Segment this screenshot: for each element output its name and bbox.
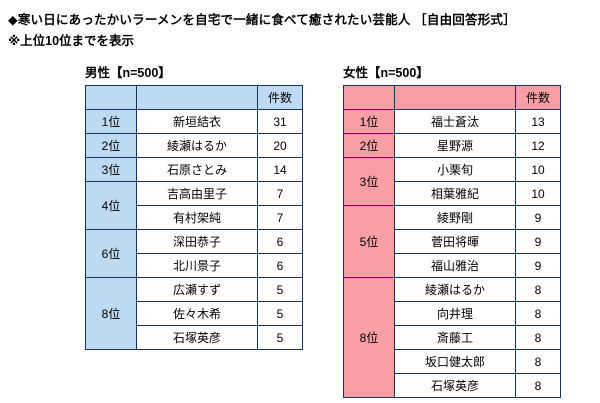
tables-container: 男性【n=500】 件数 1位 新垣結衣 31 2位 綾瀬はるか 20 3位 石原さとみ 14 4位…	[0, 62, 600, 398]
celebrity-name-cell: 福山雅治	[394, 253, 516, 278]
celebrity-name-cell: 綾野剛	[394, 205, 516, 230]
count-cell: 8	[515, 277, 561, 302]
count-cell: 8	[515, 349, 561, 374]
name-header-cell	[136, 85, 258, 110]
rank-cell: 8位	[343, 277, 395, 398]
count-cell: 7	[257, 181, 303, 206]
table-row: 6位 深田恭子 6	[85, 229, 303, 278]
count-cell: 6	[257, 253, 303, 278]
celebrity-name-cell: 小栗旬	[394, 157, 516, 182]
rank-cell: 2位	[343, 133, 395, 158]
table-row: 福山雅治 9	[344, 253, 561, 278]
rank-cell: 1位	[85, 109, 137, 134]
count-cell: 10	[515, 181, 561, 206]
men-table-block: 男性【n=500】 件数 1位 新垣結衣 31 2位 綾瀬はるか 20 3位 石原さとみ 14 4位…	[85, 62, 303, 350]
count-cell: 13	[515, 109, 561, 134]
count-cell: 31	[257, 109, 303, 134]
count-cell: 14	[257, 157, 303, 182]
name-header-cell	[394, 85, 516, 110]
table-header-row: 件数	[85, 85, 303, 110]
rank-cell: 6位	[85, 229, 137, 278]
count-cell: 9	[515, 205, 561, 230]
count-cell: 20	[257, 133, 303, 158]
celebrity-name-cell: 星野源	[394, 133, 516, 158]
celebrity-name-cell: 石塚英彦	[394, 373, 516, 398]
rank-cell: 3位	[343, 157, 395, 206]
celebrity-name-cell: 新垣結衣	[136, 109, 258, 134]
women-table-label: 女性【n=500】	[343, 66, 429, 80]
count-cell: 8	[515, 301, 561, 326]
count-cell: 8	[515, 373, 561, 398]
table-row: 3位 小栗旬 10	[343, 157, 561, 206]
women-ranking-table: 件数 1位 福士蒼汰 13 2位 星野源 12 3位 小栗旬 10 相葉雅紀 10 5位 綾野剛 9 菅田将暉…	[343, 85, 561, 398]
table-row: 4位 吉高由里子 7	[85, 181, 303, 230]
celebrity-name-cell: 綾瀬はるか	[136, 133, 258, 158]
celebrity-name-cell: 佐々木希	[136, 301, 258, 326]
celebrity-name-cell: 菅田将暉	[394, 229, 516, 254]
count-cell: 12	[515, 133, 561, 158]
table-row: 2位 綾瀬はるか 20	[85, 133, 303, 158]
celebrity-name-cell: 有村架純	[136, 205, 258, 230]
celebrity-name-cell: 斎藤工	[394, 325, 516, 350]
celebrity-name-cell: 向井理	[394, 301, 516, 326]
table-row: 3位 石原さとみ 14	[85, 157, 303, 182]
table-row: 有村架純 7	[86, 205, 303, 230]
count-cell: 10	[515, 157, 561, 182]
celebrity-name-cell: 相葉雅紀	[394, 181, 516, 206]
count-header-cell: 件数	[515, 85, 561, 110]
count-cell: 5	[257, 277, 303, 302]
celebrity-name-cell: 綾瀬はるか	[394, 277, 516, 302]
page-title: ◆寒い日にあったかいラーメンを自宅で一緒に食べて癒されたい芸能人 ［自由回答形式…	[8, 13, 516, 27]
rank-cell: 1位	[343, 109, 395, 134]
count-cell: 8	[515, 325, 561, 350]
rank-cell: 3位	[85, 157, 137, 182]
count-cell: 6	[257, 229, 303, 254]
count-cell: 5	[257, 301, 303, 326]
count-cell: 7	[257, 205, 303, 230]
table-row: 8位 広瀬すず 5	[85, 277, 303, 350]
count-cell: 9	[515, 253, 561, 278]
men-table-label: 男性【n=500】	[85, 66, 171, 80]
table-row: 菅田将暉 9	[344, 229, 561, 254]
table-row: 8位 綾瀬はるか 8	[343, 277, 561, 398]
celebrity-name-cell: 北川景子	[136, 253, 258, 278]
count-cell: 5	[257, 325, 303, 350]
rank-cell: 8位	[85, 277, 137, 350]
count-cell: 9	[515, 229, 561, 254]
table-row: 佐々木希 5	[86, 301, 303, 326]
celebrity-name-cell: 石原さとみ	[136, 157, 258, 182]
celebrity-name-cell: 福士蒼汰	[394, 109, 516, 134]
rank-header-cell	[85, 85, 137, 110]
table-row: 2位 星野源 12	[343, 133, 561, 158]
table-row: 1位 新垣結衣 31	[85, 109, 303, 134]
table-row: 5位 綾野剛 9	[343, 205, 561, 278]
table-row: 相葉雅紀 10	[344, 181, 561, 206]
celebrity-name-cell: 深田恭子	[136, 229, 258, 254]
page-subtitle: ※上位10位までを表示	[8, 34, 135, 48]
rank-cell: 4位	[85, 181, 137, 230]
women-table-block: 女性【n=500】 件数 1位 福士蒼汰 13 2位 星野源 12 3位 小栗旬 10 相葉雅紀 10…	[343, 62, 561, 398]
celebrity-name-cell: 広瀬すず	[136, 277, 258, 302]
rank-header-cell	[343, 85, 395, 110]
celebrity-name-cell: 坂口健太郎	[394, 349, 516, 374]
celebrity-name-cell: 吉高由里子	[136, 181, 258, 206]
table-row: 1位 福士蒼汰 13	[343, 109, 561, 134]
men-ranking-table: 件数 1位 新垣結衣 31 2位 綾瀬はるか 20 3位 石原さとみ 14 4位 吉高由里子 7 有村架純…	[85, 85, 303, 350]
table-header-row: 件数	[343, 85, 561, 110]
rank-cell: 2位	[85, 133, 137, 158]
table-row: 石塚英彦 8	[344, 373, 561, 398]
count-header-cell: 件数	[257, 85, 303, 110]
rank-cell: 5位	[343, 205, 395, 278]
celebrity-name-cell: 石塚英彦	[136, 325, 258, 350]
table-row: 石塚英彦 5	[86, 325, 303, 350]
